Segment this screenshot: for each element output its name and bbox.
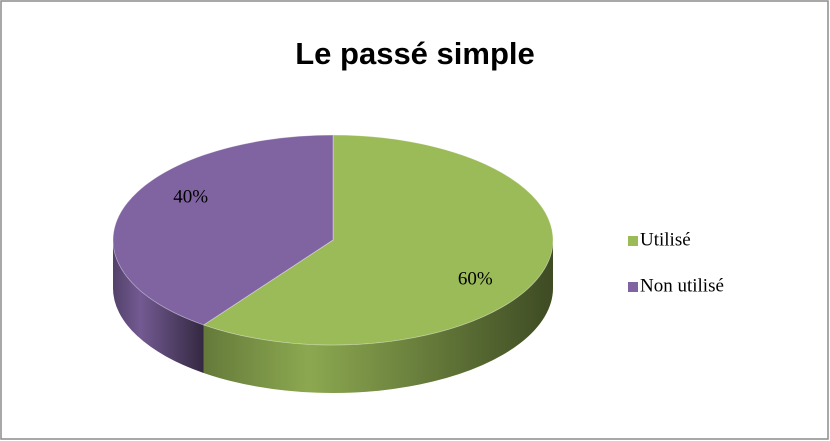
slice: [202, 134, 554, 346]
slice: [112, 134, 334, 326]
slice-side-shade: [113, 240, 204, 373]
legend-label: Utilisé: [640, 229, 691, 250]
legend-label: Non utilisé: [640, 275, 724, 296]
data-label: 40%: [173, 186, 208, 207]
legend-swatch: [628, 236, 638, 246]
slice-side-shade: [203, 240, 553, 393]
data-label: 60%: [458, 268, 493, 289]
chart-title: Le passé simple: [295, 36, 535, 71]
legend-swatch: [628, 282, 638, 292]
